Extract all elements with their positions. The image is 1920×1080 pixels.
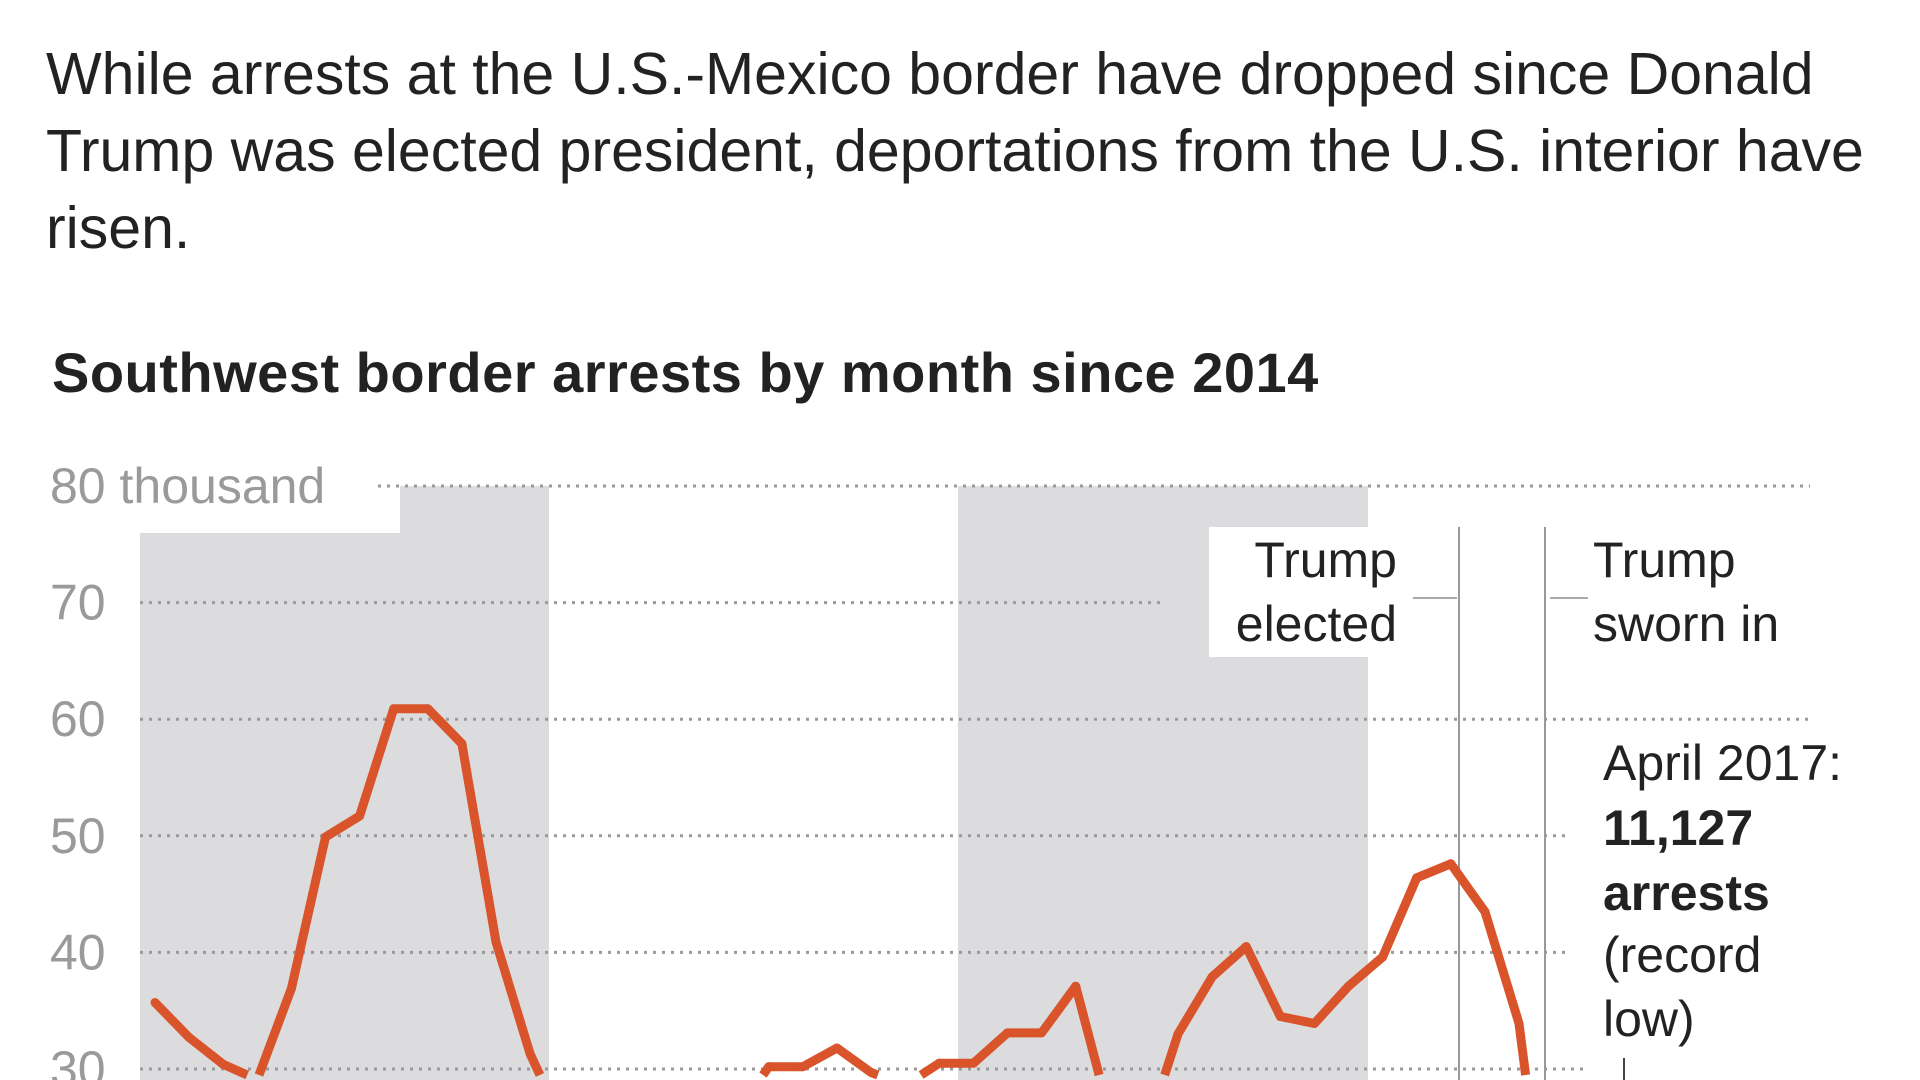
data-point	[1480, 907, 1490, 917]
data-point	[1173, 1029, 1183, 1039]
data-point	[1446, 859, 1456, 869]
data-point	[934, 1058, 944, 1068]
data-point	[1309, 1019, 1319, 1029]
data-point	[389, 704, 399, 714]
data-point	[1071, 981, 1081, 991]
data-point	[1344, 981, 1353, 991]
data-point	[968, 1058, 978, 1068]
data-point	[184, 1033, 194, 1043]
subtitle: While arrests at the U.S.-Mexico border …	[46, 41, 1864, 261]
y-tick-label: 70	[50, 575, 106, 631]
chart-title: Southwest border arrests by month since …	[52, 341, 1319, 404]
y-tick-label: 60	[50, 691, 106, 747]
data-point	[764, 1062, 774, 1072]
record-label-5: low)	[1603, 991, 1695, 1047]
ylabel-mask	[0, 440, 400, 533]
year-band	[140, 486, 549, 1080]
elected-label-1: Trump	[1254, 532, 1397, 588]
data-point	[798, 1062, 808, 1072]
data-point	[866, 1067, 876, 1077]
y-tick-label: 80 thousand	[50, 458, 325, 514]
data-point	[1412, 873, 1422, 883]
data-point	[286, 984, 296, 994]
y-tick-label: 50	[50, 808, 106, 864]
data-point	[423, 704, 433, 714]
data-point	[525, 1049, 535, 1059]
sworn-label-1: Trump	[1593, 532, 1736, 588]
data-point	[1378, 952, 1388, 962]
record-label-1: April 2017:	[1603, 735, 1842, 791]
data-point	[321, 832, 330, 842]
data-point	[1037, 1028, 1047, 1038]
data-point	[1003, 1028, 1012, 1038]
data-point	[150, 998, 160, 1008]
data-point	[457, 739, 467, 749]
elected-label-2: elected	[1236, 596, 1397, 652]
data-point	[218, 1059, 228, 1069]
record-label-2: 11,127	[1603, 800, 1753, 856]
elected-label-mask	[1209, 527, 1409, 657]
data-point	[1514, 1019, 1524, 1029]
data-point	[1241, 942, 1251, 952]
data-point	[1207, 972, 1217, 982]
series-line	[151, 704, 1531, 1080]
record-label-4: (record	[1603, 927, 1761, 983]
data-point	[832, 1043, 842, 1053]
y-tick-label: 30	[50, 1041, 106, 1080]
data-point	[1275, 1012, 1285, 1022]
data-point	[355, 811, 365, 821]
data-point	[491, 937, 501, 947]
record-label-3: arrests	[1603, 865, 1770, 921]
y-tick-label: 40	[50, 924, 106, 980]
sworn-label-2: sworn in	[1593, 596, 1779, 652]
